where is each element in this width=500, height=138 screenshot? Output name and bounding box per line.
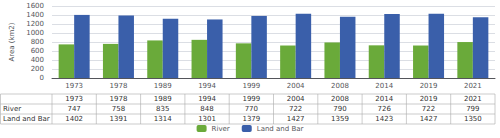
svg-text:722: 722: [422, 105, 435, 113]
svg-text:1999: 1999: [242, 82, 260, 90]
svg-text:1000: 1000: [26, 29, 44, 37]
svg-text:799: 799: [466, 105, 479, 113]
svg-text:790: 790: [333, 105, 346, 113]
svg-text:600: 600: [31, 47, 44, 55]
svg-text:758: 758: [112, 105, 125, 113]
svg-text:Area (km2): Area (km2): [8, 22, 16, 61]
svg-text:1973: 1973: [65, 95, 83, 103]
svg-text:1973: 1973: [65, 82, 83, 90]
svg-text:2008: 2008: [331, 82, 349, 90]
svg-text:835: 835: [156, 105, 169, 113]
svg-text:1359: 1359: [331, 115, 349, 123]
svg-text:1600: 1600: [26, 2, 44, 10]
svg-text:River: River: [3, 105, 21, 113]
svg-text:1999: 1999: [242, 95, 260, 103]
svg-text:200: 200: [31, 65, 44, 73]
svg-text:1989: 1989: [154, 95, 172, 103]
svg-text:1314: 1314: [154, 115, 172, 123]
svg-text:1301: 1301: [198, 115, 216, 123]
svg-text:2004: 2004: [287, 82, 305, 90]
svg-text:2004: 2004: [287, 95, 305, 103]
svg-text:Land and Bar: Land and Bar: [257, 125, 304, 133]
svg-text:2019: 2019: [420, 82, 438, 90]
svg-text:Land and Bar: Land and Bar: [3, 115, 50, 123]
svg-text:800: 800: [31, 38, 44, 46]
svg-text:747: 747: [67, 105, 80, 113]
svg-text:1423: 1423: [375, 115, 393, 123]
svg-text:1989: 1989: [154, 82, 172, 90]
svg-text:1200: 1200: [26, 20, 44, 28]
svg-text:1379: 1379: [242, 115, 260, 123]
svg-text:1391: 1391: [110, 115, 128, 123]
svg-text:400: 400: [31, 56, 44, 64]
svg-text:1994: 1994: [198, 95, 216, 103]
svg-text:722: 722: [289, 105, 302, 113]
svg-text:1978: 1978: [110, 82, 128, 90]
svg-text:River: River: [212, 125, 230, 133]
svg-text:1994: 1994: [198, 82, 216, 90]
svg-text:2021: 2021: [464, 95, 482, 103]
svg-text:1350: 1350: [464, 115, 482, 123]
svg-text:1400: 1400: [26, 11, 44, 19]
svg-text:1978: 1978: [110, 95, 128, 103]
svg-text:2014: 2014: [375, 82, 393, 90]
svg-text:1427: 1427: [287, 115, 305, 123]
svg-text:726: 726: [378, 105, 392, 113]
svg-text:2019: 2019: [420, 95, 438, 103]
svg-text:2021: 2021: [464, 82, 482, 90]
svg-text:848: 848: [200, 105, 213, 113]
svg-text:1427: 1427: [420, 115, 438, 123]
svg-text:0: 0: [40, 74, 44, 82]
svg-text:2008: 2008: [331, 95, 349, 103]
svg-text:2014: 2014: [375, 95, 393, 103]
svg-text:770: 770: [245, 105, 258, 113]
svg-text:1402: 1402: [65, 115, 83, 123]
